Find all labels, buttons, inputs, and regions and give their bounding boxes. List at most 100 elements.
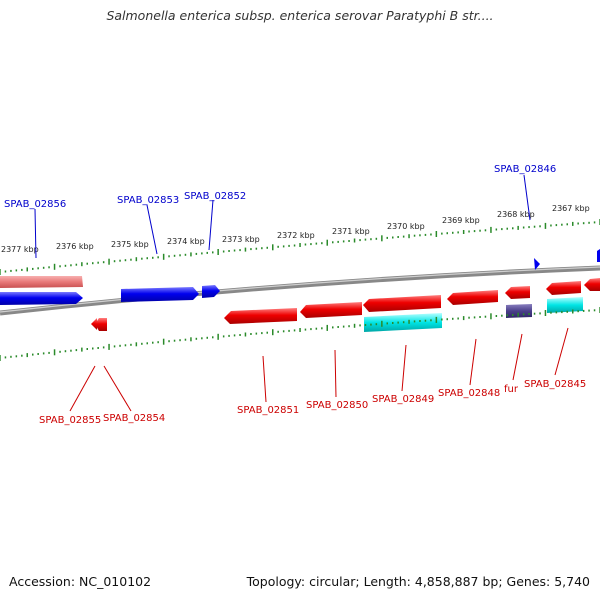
ruler-inner-tick [588,309,590,312]
ruler-label-2370: 2370 kbp [387,222,425,231]
ruler-inner-tick [277,330,279,333]
ruler-outer-tick [21,268,23,271]
ruler-outer-tick [212,251,214,254]
gene-label-spab-02853[interactable]: SPAB_02853 [117,195,179,206]
ruler-label-2368: 2368 kbp [497,210,535,219]
genome-summary-text: Topology: circular; Length: 4,858,887 bp… [246,574,590,589]
ruler-inner-tick [108,343,110,350]
ruler-inner-tick [4,356,7,359]
feature-purple[interactable] [506,304,532,318]
gene-label-spab-02856[interactable]: SPAB_02856 [4,199,66,210]
ruler-outer-tick [217,249,219,255]
gene-label-spab-02855[interactable]: SPAB_02855 [39,415,101,426]
ruler-inner-tick [250,333,252,335]
ruler-inner-tick [53,349,56,356]
ruler-inner-tick [168,340,170,343]
ruler-inner-tick [217,333,219,340]
gene-arrow-spab-02856[interactable] [0,292,83,305]
gene-arrow-spab-02855[interactable] [91,318,97,330]
ruler-outer-tick [392,236,394,239]
ruler-inner-tick [359,324,361,327]
ruler-outer-tick [359,239,361,242]
gene-arrow-spab-02848[interactable] [447,290,498,305]
gene-label-spab-02849[interactable]: SPAB_02849 [372,394,434,405]
gene-arrow-edge[interactable] [597,249,600,262]
ruler-outer-tick [184,253,187,256]
ruler-inner-tick [21,354,23,357]
ruler-inner-tick [321,327,323,330]
gene-arrow-spab-02853[interactable] [121,287,199,302]
gene-label-spab-02851[interactable]: SPAB_02851 [237,405,299,416]
ruler-inner-tick [146,342,148,345]
ruler-inner-tick [299,328,301,332]
ruler-outer-tick [490,226,492,233]
ruler-outer-tick [255,247,258,250]
ruler-outer-tick [102,261,105,264]
ruler-inner-tick [152,341,154,344]
ruler-inner-tick [59,350,61,353]
ruler-inner-tick [533,312,536,315]
gene-arrow-spab-02854[interactable] [95,318,107,331]
ruler-inner-tick [179,339,181,342]
ruler-inner-tick [255,332,258,335]
ruler-outer-tick [266,246,268,249]
ruler-inner-tick [517,312,519,317]
ruler-outer-tick [10,269,12,272]
ruler-label-2371: 2371 kbp [332,227,370,236]
ruler-inner-tick [64,350,67,353]
ruler-inner-tick [572,309,574,314]
ruler-inner-tick [141,342,143,345]
ruler-outer-tick [364,238,367,241]
ruler-outer-tick [15,269,18,272]
gene-label-spab-02846[interactable]: SPAB_02846 [494,164,556,175]
gene-label-spab-02852[interactable]: SPAB_02852 [184,191,246,202]
ruler-inner-tick [381,320,383,327]
ruler-inner-tick [544,310,547,316]
ruler-outer-tick [42,266,45,269]
ruler-label-2373: 2373 kbp [222,235,260,244]
ruler-inner-tick [81,347,83,352]
ruler-outer-tick [577,222,579,225]
gene-arrow-partial-right[interactable] [584,278,600,291]
ruler-outer-tick [457,231,459,234]
gene-arrow-spab-02852[interactable] [202,285,220,298]
ruler-inner-tick [332,326,334,329]
ruler-inner-tick [413,320,416,323]
ruler-outer-tick [59,265,61,268]
gene-arrow-spab-02851[interactable] [224,308,297,324]
gene-arrow-spab-02850[interactable] [300,302,362,318]
ruler-outer-tick [81,262,83,267]
ruler-outer-tick [348,240,350,242]
ruler-inner-tick [402,321,405,324]
ruler-inner-tick [550,311,552,314]
gene-label-spab-02845[interactable]: SPAB_02845 [524,379,586,390]
ruler-inner-tick [239,334,241,336]
ruler-inner-tick [266,331,268,334]
ruler-outer-tick [141,257,143,260]
ruler-inner-tick [173,339,176,342]
ruler-inner-tick [272,329,274,336]
ruler-outer-tick [484,229,487,232]
ruler-inner-tick [326,324,328,331]
gene-label-fur[interactable]: fur [504,384,519,395]
ruler-ticks-outer [0,219,600,275]
gene-arrow-fur[interactable] [505,286,530,299]
gene-arrow-spab-02845[interactable] [546,281,581,295]
ruler-outer-tick [130,258,132,261]
ruler-inner-tick [342,325,345,328]
ruler-ticks-inner [0,307,600,361]
ruler-outer-tick [506,227,508,230]
gene-label-spab-02854[interactable]: SPAB_02854 [103,413,165,424]
gene-arrow-spab-02846[interactable] [534,258,540,270]
ruler-inner-tick [593,309,596,312]
ruler-outer-tick [86,262,88,265]
gene-label-spab-02848[interactable]: SPAB_02848 [438,388,500,399]
gene-arrow-pink-partial[interactable] [0,276,83,288]
ruler-label-2376: 2376 kbp [56,242,94,251]
ruler-inner-tick [244,332,247,337]
ruler-outer-tick [4,270,7,273]
feature-cyan-short[interactable] [547,297,583,313]
ruler-inner-tick [304,328,307,331]
gene-label-spab-02850[interactable]: SPAB_02850 [306,400,368,411]
gene-arrow-spab-02849[interactable] [363,295,441,312]
